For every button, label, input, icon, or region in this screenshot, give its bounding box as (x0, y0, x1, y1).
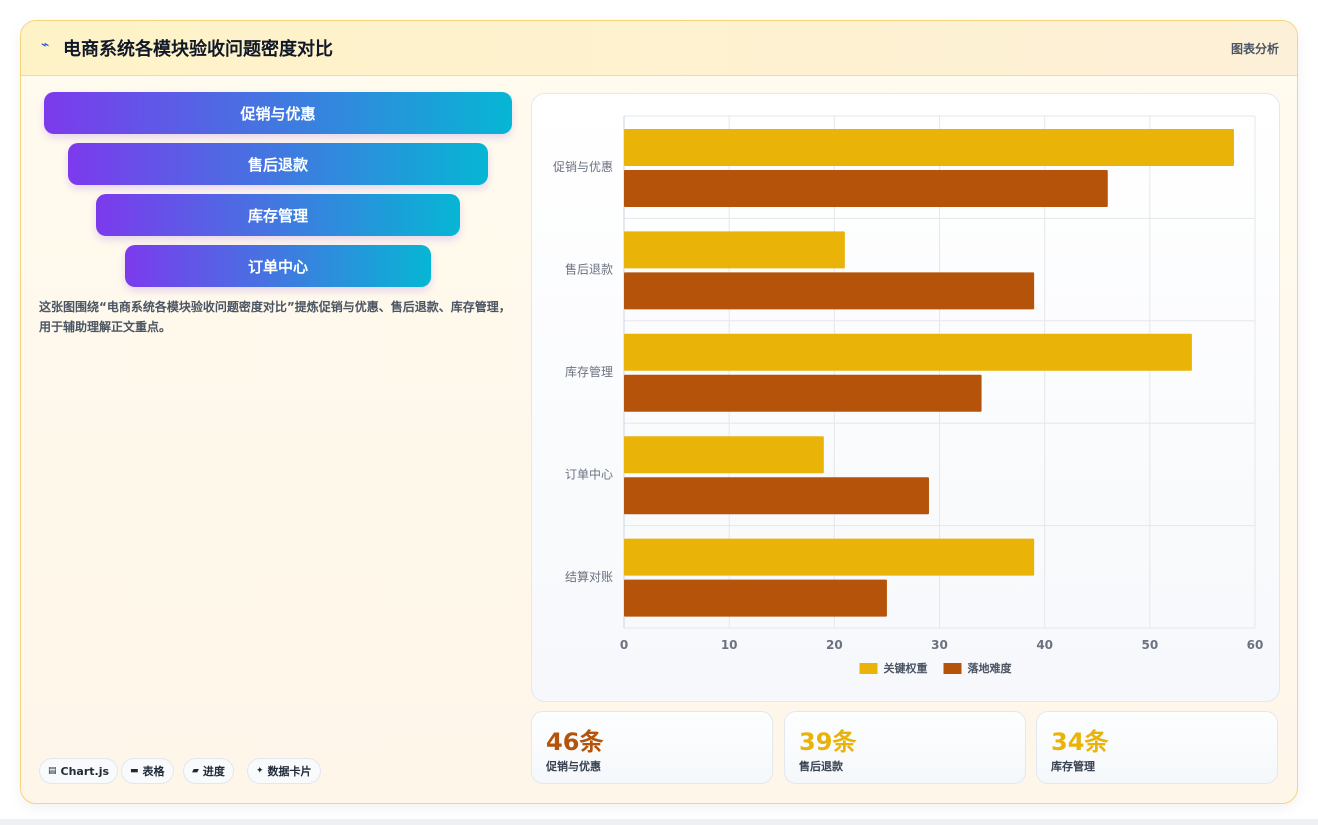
bar-key-weight (624, 231, 845, 269)
stat-value: 34条 (1051, 728, 1109, 756)
stat-card-inventory: 34条 库存管理 (1036, 711, 1278, 784)
tag-data-card[interactable]: ✦ 数据卡片 (247, 758, 321, 784)
tag-progress[interactable]: ▰ 进度 (183, 758, 234, 784)
bar-difficulty (624, 477, 929, 515)
tag-label: 数据卡片 (267, 765, 312, 778)
legend-label: 落地难度 (968, 661, 1013, 675)
chart-analysis-badge: 图表分析 (1230, 42, 1279, 56)
bar-key-weight (624, 129, 1234, 166)
chart-icon: ▤ (48, 766, 57, 776)
x-tick-label: 10 (721, 638, 738, 652)
stat-label: 库存管理 (1051, 760, 1095, 773)
bar-key-weight (624, 333, 1192, 371)
line-chart-icon: ⌁ (41, 37, 50, 53)
table-icon: ▬ (130, 766, 139, 776)
y-tick-label: 订单中心 (565, 466, 613, 481)
chart-description: 这张图围绕“电商系统各模块验收问题密度对比”提炼促销与优惠、售后退款、库存管理，… (39, 300, 511, 334)
tag-chartjs[interactable]: ▤ Chart.js (39, 758, 119, 784)
bar-difficulty (624, 272, 1035, 310)
x-tick-label: 30 (931, 638, 948, 652)
bar-key-weight (624, 436, 824, 474)
y-tick-label: 促销与优惠 (553, 160, 613, 174)
bar-chart-panel: 促销与优惠售后退款库存管理订单中心结算对账 0 10 20 30 40 50 60 关键权重 落地… (531, 93, 1280, 702)
legend-label: 关键权重 (884, 661, 928, 675)
stat-card-refund: 39条 售后退款 (784, 711, 1026, 784)
legend-swatch (859, 663, 878, 674)
y-tick-label: 售后退款 (565, 262, 613, 277)
funnel-step-inventory: 库存管理 (96, 194, 460, 236)
funnel-step-refund: 售后退款 (68, 143, 488, 185)
bar-difficulty (624, 170, 1108, 207)
legend-swatch (943, 663, 962, 674)
sparkle-icon: ✦ (256, 766, 264, 776)
stat-label: 促销与优惠 (546, 760, 601, 773)
stat-value: 39条 (799, 728, 857, 756)
bar-difficulty (624, 374, 982, 412)
page-bottom-strip (0, 819, 1318, 825)
card-title: 电商系统各模块验收问题密度对比 (63, 39, 333, 60)
tag-label: 表格 (142, 765, 165, 778)
funnel-step-order: 订单中心 (125, 245, 431, 287)
y-tick-label: 结算对账 (565, 569, 613, 584)
progress-icon: ▰ (192, 766, 199, 776)
tag-label: 进度 (202, 765, 225, 778)
tag-table[interactable]: ▬ 表格 (121, 758, 174, 784)
bar-key-weight (624, 538, 1035, 576)
x-tick-label: 0 (620, 638, 628, 652)
funnel-step-promotion: 促销与优惠 (44, 92, 512, 134)
chart-card: ⌁ 电商系统各模块验收问题密度对比 图表分析 促销与优惠 售后退款 库存管理 订… (20, 20, 1298, 804)
tag-label: Chart.js (60, 764, 110, 778)
stat-label: 售后退款 (799, 760, 843, 773)
stat-card-promotion: 46条 促销与优惠 (531, 711, 773, 784)
card-header: ⌁ 电商系统各模块验收问题密度对比 图表分析 (21, 21, 1297, 76)
x-tick-label: 50 (1141, 638, 1158, 652)
stat-value: 46条 (546, 728, 604, 756)
y-tick-label: 库存管理 (565, 364, 613, 379)
bar-difficulty (624, 579, 887, 617)
x-tick-label: 20 (826, 638, 843, 652)
x-tick-label: 60 (1247, 638, 1264, 652)
x-tick-label: 40 (1036, 638, 1053, 652)
